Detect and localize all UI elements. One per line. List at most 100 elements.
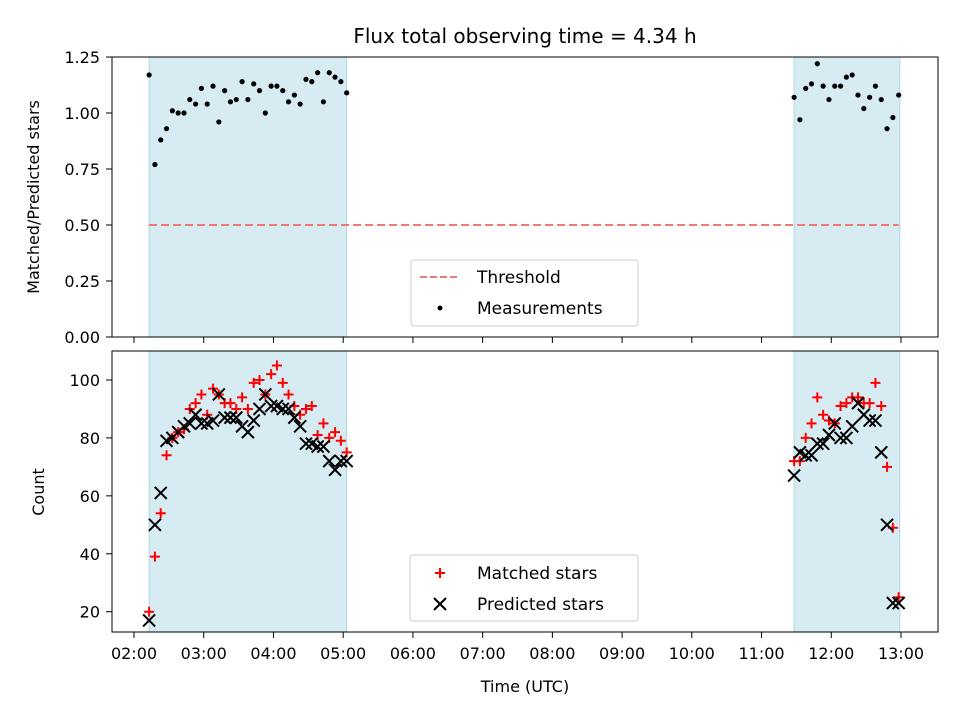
x-tick-label: 05:00 [320, 644, 366, 663]
measurement-point [291, 92, 297, 98]
x-tick-label: 03:00 [181, 644, 227, 663]
predicted-star-marker [334, 454, 348, 468]
matched-star-marker [306, 401, 317, 412]
matched-star-marker [196, 389, 207, 400]
measurement-point [814, 61, 820, 67]
matched-star-marker [882, 461, 893, 472]
bottom-y-tick-label: 80 [80, 429, 100, 448]
threshold-legend-label: Threshold [476, 268, 561, 288]
matched-legend-label: Matched stars [477, 564, 597, 584]
matched-star-marker [237, 392, 248, 403]
matched-legend-swatch [435, 568, 445, 578]
matched-star-marker [225, 398, 236, 409]
predicted-star-marker [839, 431, 854, 445]
matched-star-marker [149, 551, 160, 562]
bottom-axes-frame [111, 350, 939, 633]
top-legend: Threshold Measurements [410, 259, 639, 327]
measurement-point [872, 83, 879, 89]
predicted-star-marker [804, 448, 819, 462]
predicted-star-marker [874, 445, 888, 460]
predicted-star-marker [212, 387, 226, 402]
measurement-point [797, 117, 803, 123]
predicted-star-marker [217, 410, 232, 425]
matched-star-marker [330, 427, 341, 438]
measurement-point [826, 96, 832, 103]
predicted-star-marker [868, 413, 883, 428]
predicted-star-marker [787, 468, 801, 483]
measurement-point [303, 76, 309, 82]
measurement-point [315, 70, 321, 76]
predicted-star-marker [276, 402, 290, 416]
matched-star-marker [271, 360, 282, 371]
measurement-point [239, 79, 245, 85]
measurement-point [820, 83, 826, 89]
predicted-legend-swatch [433, 597, 447, 611]
bottom-legend-box [409, 554, 639, 622]
measurement-point [181, 110, 187, 116]
bottom-y-tick-label: 60 [80, 487, 100, 506]
measurement-point [861, 105, 867, 112]
measurement-point [245, 96, 251, 103]
predicted-star-marker [328, 463, 342, 477]
measurement-point [896, 92, 902, 98]
top-y-tick-label: 0.00 [64, 328, 100, 347]
measurement-point [344, 90, 350, 96]
bottom-legend: Matched stars Predicted stars [409, 554, 639, 622]
bottom-y-tick-label: 40 [80, 545, 100, 564]
predicted-star-marker [810, 436, 825, 451]
predicted-star-marker [299, 436, 313, 451]
measurement-point [251, 81, 257, 87]
measurement-point [210, 83, 216, 89]
measurement-point [198, 85, 205, 91]
matched-star-marker [870, 377, 881, 388]
predicted-star-marker [206, 413, 220, 428]
predicted-star-marker [241, 425, 255, 439]
predicted-star-marker [845, 419, 859, 434]
x-tick-label: 13:00 [878, 644, 924, 663]
predicted-star-marker [322, 454, 336, 468]
bottom-y-tick-label: 20 [80, 603, 100, 622]
top-axes-frame [111, 56, 939, 338]
measurement-point [192, 101, 199, 107]
predicted-star-marker [183, 416, 197, 431]
measurement-point [256, 88, 263, 94]
predicted-star-marker [229, 410, 243, 425]
matched-star-marker [800, 432, 811, 443]
measurement-point [158, 137, 164, 143]
measurement-point [837, 83, 844, 89]
x-tick-label: 08:00 [529, 644, 575, 663]
matched-star-marker [812, 392, 823, 403]
top-shaded-interval-1 [793, 56, 901, 338]
matched-star-marker [277, 377, 288, 388]
top-y-tick-label: 1.00 [64, 104, 100, 123]
x-tick-label: 04:00 [250, 644, 296, 663]
predicted-star-marker [310, 439, 325, 454]
measurement-point [152, 161, 158, 168]
matched-star-marker [335, 435, 346, 446]
predicted-star-marker [188, 408, 203, 422]
top-y-tick-label: 0.75 [64, 160, 100, 179]
measurement-point [233, 96, 239, 103]
matched-star-marker [835, 401, 846, 412]
predicted-star-marker [154, 486, 168, 500]
matched-star-marker [266, 369, 277, 380]
measurement-point [326, 70, 332, 76]
top-panel: 0.00 0.25 0.50 0.75 1.00 1.25 Flux total obse… [24, 24, 939, 347]
x-tick-label: 10:00 [669, 644, 715, 663]
matched-star-marker [318, 418, 329, 429]
measurement-point [309, 79, 315, 85]
x-tick-label: 12:00 [808, 644, 854, 663]
matched-star-marker [806, 418, 817, 429]
measurement-point [890, 114, 896, 121]
measurement-point [285, 99, 292, 105]
bottom-panel: 20 40 60 80 100 02:00 03:00 04:00 05:00 06:00 07:… [29, 350, 939, 696]
matched-star-marker [864, 398, 875, 409]
top-y-tick-label: 0.25 [64, 272, 100, 291]
predicted-star-marker [862, 413, 877, 428]
predicted-star-marker [258, 387, 273, 402]
matched-star-marker [876, 401, 887, 412]
measurement-point [867, 94, 873, 100]
predicted-star-marker [816, 436, 830, 451]
matched-star-marker [283, 389, 294, 400]
